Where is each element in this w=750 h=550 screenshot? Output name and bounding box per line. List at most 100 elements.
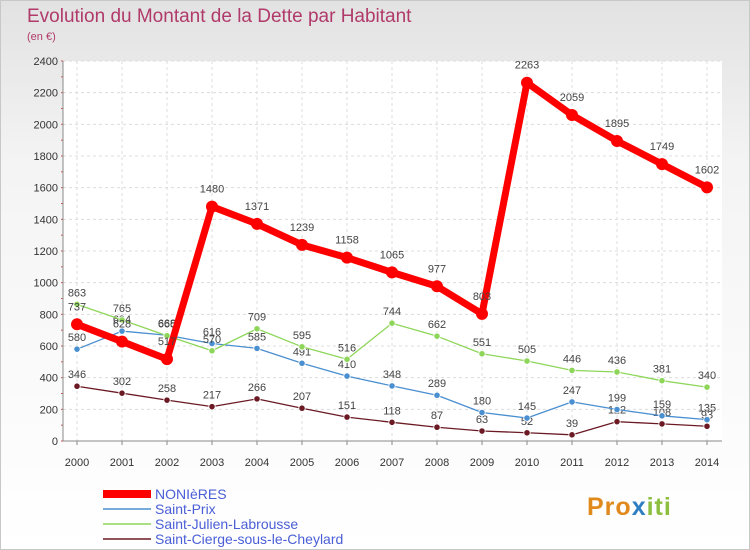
data-label: 595 [293,330,311,342]
proxiti-logo: Proxiti [587,493,672,522]
data-point [433,332,441,340]
x-tick-label: 2012 [605,457,629,469]
x-tick-label: 2002 [155,457,179,469]
data-label: 436 [608,355,626,367]
data-point [298,343,306,351]
data-label: 446 [563,353,581,365]
data-point [343,413,351,421]
data-point [296,238,308,251]
data-point [118,389,126,397]
y-tick-label: 1600 [34,183,58,195]
x-tick-label: 2000 [65,457,89,469]
data-label: 551 [473,337,491,349]
data-label: 1480 [200,184,224,196]
data-point [478,408,486,417]
data-label: 180 [473,396,491,408]
y-tick-label: 0 [52,436,58,448]
legend-label: Saint-Cierge-sous-le-Cheylard [155,531,343,547]
data-point [116,335,128,348]
data-label: 517 [158,336,176,348]
data-label: 803 [473,291,491,303]
y-tick-label: 2200 [34,88,58,100]
data-point [656,158,668,171]
data-point [703,422,711,430]
data-label: 381 [653,364,671,376]
data-label: 737 [68,301,86,313]
data-label: 977 [428,263,446,275]
data-label: 258 [158,383,176,395]
data-point [568,366,576,374]
data-point [253,395,261,403]
data-point [251,217,263,230]
data-point [343,355,351,363]
y-tick-label: 1800 [34,151,58,163]
legend-label: Saint-Prix [155,501,216,517]
data-label: 616 [203,326,221,338]
y-tick-label: 1000 [34,278,58,290]
x-tick-label: 2009 [470,457,494,469]
y-tick-label: 600 [40,341,58,353]
data-point [703,416,711,424]
data-label: 1158 [335,235,359,247]
y-tick-label: 200 [40,404,58,416]
data-point [568,431,576,439]
data-point [388,382,396,390]
data-point [343,372,351,380]
data-point [523,414,531,422]
data-label: 765 [113,303,131,315]
data-label: 1371 [245,201,269,213]
data-label: 2263 [515,60,539,72]
data-point [613,418,621,426]
data-label: 348 [383,369,401,381]
series-saint-julien-labrousse: 863 765 665 570 709 595 516 744 662 551 505 446 436 3… [68,287,716,391]
x-tick-label: 2008 [425,457,449,469]
data-label: 340 [698,370,716,382]
data-point [611,134,623,147]
data-label: 505 [518,344,536,356]
data-label: 662 [428,319,446,331]
legend-label: Saint-Julien-Labrousse [155,516,298,532]
x-tick-label: 2004 [245,457,269,469]
data-point [613,405,621,414]
data-label: 1065 [380,249,404,261]
data-point [523,429,531,437]
data-label: 1895 [605,118,629,130]
data-label: 1602 [695,164,719,176]
data-label: 410 [338,359,356,371]
data-label: 346 [68,369,86,381]
data-point [388,319,396,327]
data-label: 39 [566,418,578,430]
data-label: 2059 [560,92,584,104]
data-point [118,327,126,335]
data-point [208,347,216,355]
data-point [433,391,441,399]
logo-part-x: x [631,493,647,521]
chart-subtitle: (en €) [27,31,56,43]
x-tick-label: 2001 [110,457,134,469]
x-tick-label: 2010 [515,457,539,469]
data-point [658,412,666,420]
data-label: 516 [338,342,356,354]
data-point [73,300,81,308]
chart-title: Evolution du Montant de la Dette par Hab… [27,6,412,27]
legend-label: NONIèRES [155,486,227,502]
x-tick-label: 2005 [290,457,314,469]
y-tick-label: 1200 [34,246,58,258]
data-label: 863 [68,287,86,299]
x-tick-label: 2007 [380,457,404,469]
data-label: 217 [203,390,221,402]
x-tick-label: 2006 [335,457,359,469]
data-label: 744 [383,306,401,318]
data-point [208,403,216,411]
data-point [613,368,621,376]
data-label: 151 [338,400,356,412]
data-point [298,359,306,367]
data-point [71,318,83,331]
y-tick-label: 2000 [34,119,58,131]
data-label: 159 [653,399,671,411]
data-point [388,418,396,426]
data-label: 207 [293,391,311,403]
data-point [478,350,486,358]
data-point [298,404,306,412]
